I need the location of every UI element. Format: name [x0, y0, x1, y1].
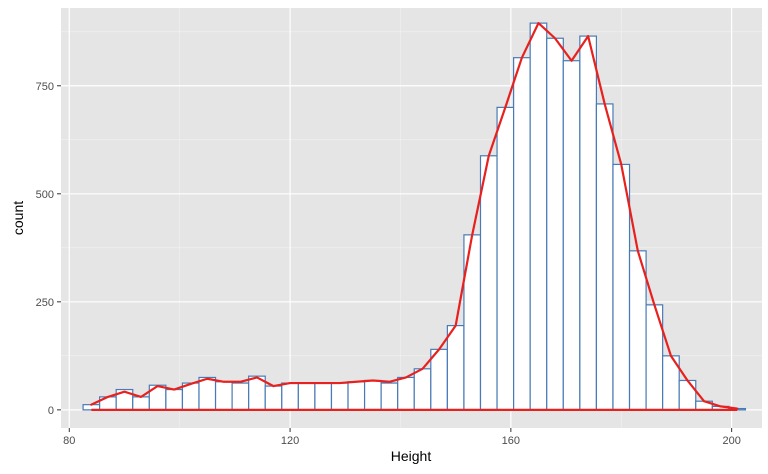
y-tick-label: 250 [36, 297, 54, 309]
histogram-bar [231, 382, 250, 411]
y-tick-label: 750 [36, 81, 54, 93]
histogram-bar [430, 348, 448, 411]
histogram-bar [496, 106, 515, 411]
y-axis-title: count [10, 201, 26, 235]
histogram-bar [281, 382, 299, 411]
histogram-bar [397, 376, 415, 411]
y-axis: 0 250 500 750 [36, 81, 61, 417]
x-tick-label: 80 [63, 435, 75, 447]
histogram-bar [529, 22, 548, 411]
histogram-bar [513, 57, 531, 411]
histogram-bar [264, 385, 283, 411]
histogram-bar [297, 382, 316, 411]
histogram-bar [579, 35, 598, 411]
histogram-bar [595, 103, 614, 411]
histogram-bar [214, 381, 233, 411]
frequency-polygon [90, 22, 739, 411]
histogram-bar [612, 163, 631, 411]
histogram-bar [546, 37, 564, 411]
histogram-bar [198, 376, 217, 411]
x-tick-label: 160 [502, 435, 520, 447]
histogram-bar [314, 382, 333, 411]
histogram-bar [479, 155, 498, 411]
histogram-bar [562, 60, 581, 411]
frequency-line [90, 22, 739, 410]
x-axis: 80 120 160 200 [63, 428, 741, 447]
histogram-bar [181, 382, 200, 411]
histogram-bar [380, 382, 399, 411]
histogram-bar [446, 324, 465, 411]
y-tick-label: 500 [36, 189, 54, 201]
x-axis-title: Height [391, 448, 432, 464]
histogram-bar [678, 379, 697, 411]
histogram-bar [363, 379, 382, 411]
x-tick-label: 200 [722, 435, 740, 447]
histogram-bar [132, 396, 150, 411]
x-tick-label: 120 [281, 435, 299, 447]
histogram-bar [330, 382, 349, 411]
histogram-bar [628, 250, 647, 411]
histogram-bar [347, 381, 366, 411]
y-tick-label: 0 [48, 405, 54, 417]
histogram-bar [413, 368, 432, 411]
histogram-bar [165, 388, 184, 411]
